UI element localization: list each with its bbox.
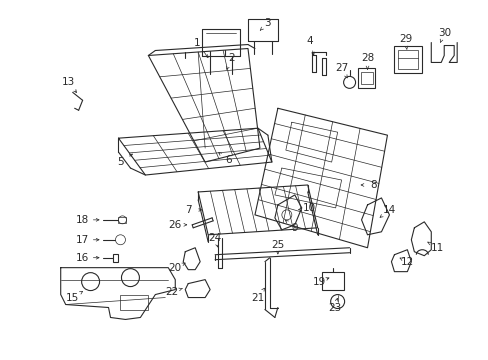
Text: 29: 29: [398, 33, 411, 44]
Bar: [120, 294, 148, 310]
Text: 14: 14: [382, 205, 395, 215]
Text: 23: 23: [327, 302, 341, 312]
Text: 17: 17: [76, 235, 89, 245]
Text: 26: 26: [168, 220, 182, 230]
Text: 6: 6: [224, 155, 231, 165]
Text: 15: 15: [66, 293, 79, 302]
Text: 1: 1: [193, 37, 200, 48]
Bar: [112, 254, 118, 262]
Text: 4: 4: [306, 36, 312, 46]
Text: 22: 22: [165, 287, 179, 297]
Text: 11: 11: [430, 243, 443, 253]
Text: 2: 2: [228, 54, 235, 63]
Text: 7: 7: [184, 205, 191, 215]
Bar: [321, 272, 343, 289]
Bar: [398, 50, 417, 69]
Text: 24: 24: [208, 233, 221, 243]
Bar: [360, 72, 372, 84]
Text: 30: 30: [437, 28, 450, 37]
Text: 21: 21: [251, 293, 264, 302]
Text: 9: 9: [291, 223, 298, 233]
Text: 3: 3: [264, 18, 271, 28]
Text: 5: 5: [117, 157, 123, 167]
Text: 25: 25: [271, 240, 284, 250]
Text: 13: 13: [62, 77, 75, 87]
Bar: [357, 68, 375, 88]
Text: 18: 18: [76, 215, 89, 225]
Text: 19: 19: [312, 276, 325, 287]
Text: 8: 8: [369, 180, 376, 190]
Bar: [394, 45, 422, 73]
Text: 12: 12: [400, 257, 413, 267]
Bar: [118, 217, 126, 223]
Text: 28: 28: [360, 54, 373, 63]
Text: 20: 20: [168, 263, 182, 273]
Text: 16: 16: [76, 253, 89, 263]
Text: 10: 10: [303, 203, 316, 213]
Text: 27: 27: [334, 63, 347, 73]
